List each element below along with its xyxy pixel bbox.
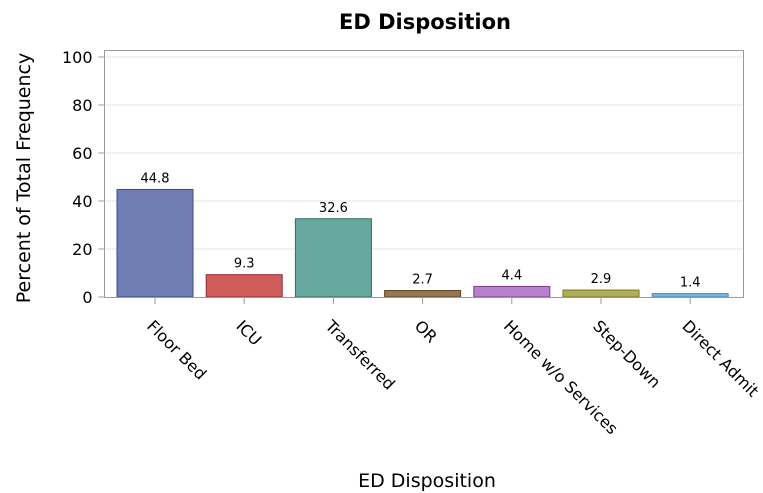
data-label: 9.3	[234, 257, 255, 272]
plot-frame	[104, 50, 744, 298]
data-label: 44.8	[141, 171, 170, 186]
x-tick-label: Step-Down	[589, 316, 664, 391]
y-tick-label: 40	[72, 192, 92, 211]
bar	[294, 218, 372, 298]
data-label: 1.4	[680, 276, 701, 291]
bar	[205, 274, 283, 298]
chart-title: ED Disposition	[339, 10, 511, 34]
y-axis-label: Percent of Total Frequency	[13, 53, 35, 303]
grid-lines	[104, 56, 744, 250]
bars	[116, 188, 729, 298]
bar	[651, 293, 729, 298]
data-label: 32.6	[319, 201, 348, 216]
bar	[562, 289, 640, 298]
y-tick-label: 20	[72, 240, 92, 259]
x-axis-label: ED Disposition	[358, 470, 496, 492]
data-labels: 44.8 9.3 32.6 2.7 4.4 2.9 1.4	[141, 171, 701, 290]
data-label: 2.7	[412, 273, 433, 288]
bar	[473, 285, 551, 298]
y-axis-ticks: 0 20 40 60 80 100	[62, 48, 105, 307]
x-tick-label: Transferred	[321, 316, 399, 394]
bar	[384, 290, 462, 298]
x-tick-label: OR	[411, 316, 441, 346]
x-axis-ticks: Floor Bed ICU Transferred OR Home w/o Servic…	[143, 297, 763, 438]
x-tick-label: Direct Admit	[678, 316, 762, 400]
data-label: 2.9	[591, 272, 612, 287]
y-tick-label: 60	[72, 144, 92, 163]
y-tick-label: 0	[82, 288, 92, 307]
x-tick-label: ICU	[232, 316, 265, 349]
bar	[116, 188, 194, 298]
y-tick-label: 100	[62, 48, 93, 67]
data-label: 4.4	[501, 268, 522, 283]
y-tick-label: 80	[72, 96, 92, 115]
x-tick-label: Floor Bed	[143, 316, 210, 383]
